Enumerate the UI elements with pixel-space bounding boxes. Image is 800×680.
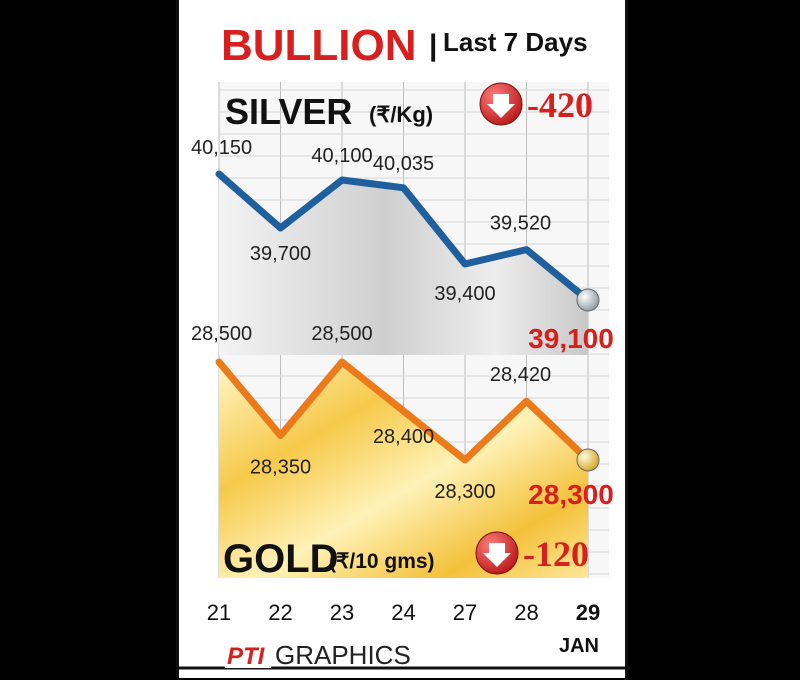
- silver-data-label: 39,400: [434, 283, 495, 305]
- gold-unit: (₹/10 gms): [329, 550, 435, 573]
- gold-data-label: 28,300: [528, 479, 614, 510]
- down-arrow-icon: [479, 82, 523, 126]
- x-tick-label: 28: [514, 600, 538, 625]
- header-title: BULLION: [221, 21, 417, 70]
- silver-data-label: 40,100: [311, 145, 372, 167]
- gold-series-line: [215, 358, 592, 464]
- gold-data-label: 28,350: [250, 457, 311, 479]
- down-arrow-icon: [475, 531, 519, 575]
- gold-data-label: 28,300: [434, 481, 495, 503]
- credit-text: GRAPHICS: [275, 640, 411, 670]
- gold-data-label: 28,400: [373, 426, 434, 448]
- chart-header: BULLION | Last 7 Days: [221, 21, 588, 70]
- silver-data-label: 40,150: [191, 137, 252, 159]
- gold-data-label: 28,420: [490, 364, 551, 386]
- x-tick-label: 27: [453, 600, 477, 625]
- gold-data-label: 28,500: [311, 323, 372, 345]
- header-subtitle: Last 7 Days: [443, 27, 588, 57]
- x-tick-label: 21: [207, 600, 231, 625]
- silver-legend: SILVER (₹/Kg) -420: [225, 82, 593, 132]
- header-separator: |: [429, 29, 437, 62]
- month-label: JAN: [559, 635, 599, 657]
- silver-data-label: 39,520: [490, 213, 551, 235]
- silver-data-label: 40,035: [373, 153, 434, 175]
- silver-data-label: 39,700: [250, 243, 311, 265]
- silver-unit: (₹/Kg): [369, 102, 433, 127]
- x-tick-label: 29: [576, 600, 600, 625]
- silver-change: -420: [527, 85, 593, 125]
- bullion-card: BULLION | Last 7 Days SILVER (₹/Kg) -420…: [176, 0, 631, 678]
- gold-end-point: [576, 448, 600, 472]
- silver-area-fill: [219, 174, 588, 355]
- data-labels: 40,150 39,700 40,100 40,035 39,400 39,520 39,1…: [191, 137, 614, 510]
- pti-logo-text: PTI: [227, 643, 266, 670]
- x-axis-ticks: 21 22 23 24 27 28 29: [207, 600, 600, 625]
- gold-legend: GOLD (₹/10 gms) -120: [223, 531, 589, 581]
- silver-end-point: [576, 288, 600, 312]
- silver-series-line: [215, 170, 592, 304]
- pti-logo: PTI: [225, 640, 271, 670]
- bullion-chart: BULLION | Last 7 Days SILVER (₹/Kg) -420…: [179, 21, 631, 670]
- silver-data-label: 39,100: [528, 323, 614, 354]
- gold-data-label: 28,500: [191, 323, 252, 345]
- series-lines: [215, 170, 600, 472]
- x-tick-label: 23: [330, 600, 354, 625]
- x-tick-label: 22: [268, 600, 292, 625]
- silver-title: SILVER: [225, 91, 352, 132]
- x-tick-label: 24: [391, 600, 415, 625]
- gold-title: GOLD: [223, 537, 339, 581]
- gold-change: -120: [523, 534, 589, 574]
- gold-area-fill: [219, 362, 588, 578]
